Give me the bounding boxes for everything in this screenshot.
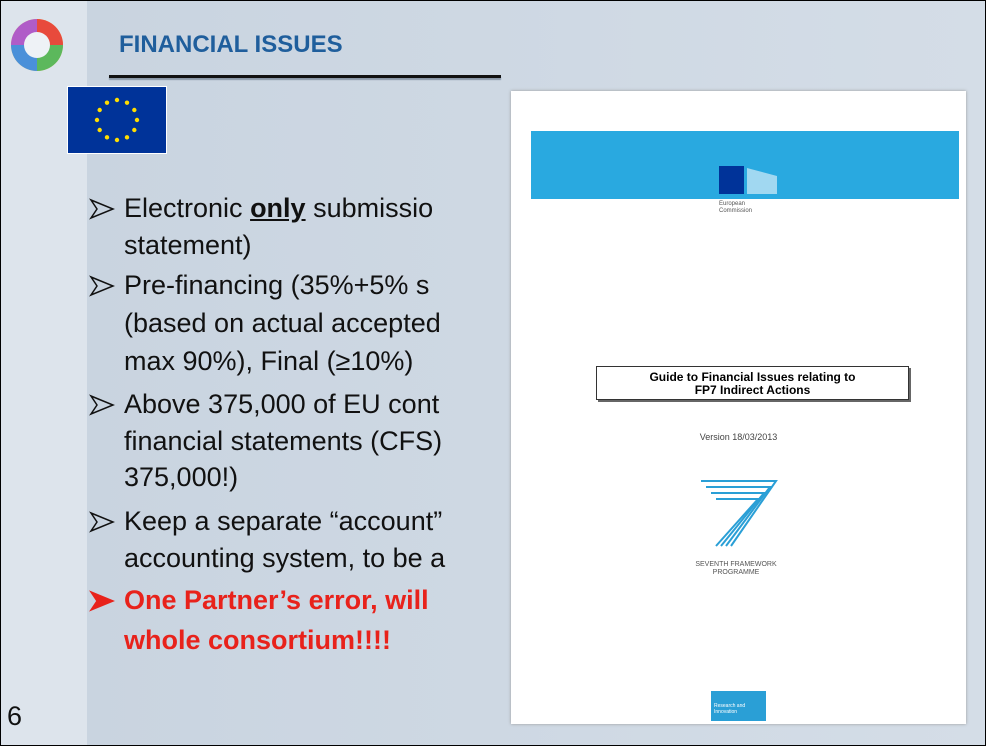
bullet-arrow xyxy=(89,275,115,297)
bullet-line: Above 375,000 of EU cont xyxy=(124,387,439,421)
text-segment: Pre-financing (35%+5% s xyxy=(124,270,430,300)
bullet-line: financial statements (CFS) xyxy=(124,424,442,458)
ec-logo xyxy=(719,166,777,194)
bullet-arrow xyxy=(89,511,115,533)
doc-version: Version 18/03/2013 xyxy=(699,432,778,442)
doc-title: Guide to Financial Issues relating to FP7… xyxy=(596,366,909,400)
bullet-line: accounting system, to be a xyxy=(124,541,445,575)
star xyxy=(124,135,130,140)
text-segment: One Partner’s error, will xyxy=(124,585,429,615)
text-segment: only xyxy=(250,193,306,223)
bullet-line: max 90%), Final (≥10%) xyxy=(124,344,413,378)
star xyxy=(132,127,137,133)
bullet-arrow xyxy=(89,590,115,612)
title-rule xyxy=(109,75,501,78)
star xyxy=(94,117,100,123)
logo xyxy=(11,19,63,71)
ec-name: European Commission xyxy=(719,201,753,214)
page-number: 6 xyxy=(7,701,23,731)
star xyxy=(104,100,110,105)
bullet-line: Electronic only submissio xyxy=(124,191,433,225)
star xyxy=(134,117,140,123)
text-segment: 375,000!) xyxy=(124,462,239,492)
bullet-line: Keep a separate “account” xyxy=(124,504,442,538)
text-segment: max 90%), Final (≥10%) xyxy=(124,346,414,376)
bullet-line: statement) xyxy=(124,228,252,262)
text-segment: whole consortium!!!! xyxy=(124,625,391,655)
text-segment: statement) xyxy=(124,230,252,260)
fp7-logo xyxy=(701,480,778,547)
eu-flag xyxy=(67,86,167,154)
header-band xyxy=(531,131,959,199)
star xyxy=(114,137,120,143)
text-segment: Electronic xyxy=(124,193,251,223)
star xyxy=(114,97,120,103)
bullet-line: whole consortium!!!! xyxy=(124,623,391,657)
text-segment: Above 375,000 of EU cont xyxy=(124,389,440,419)
text-segment: submissio xyxy=(305,193,434,223)
programme: SEVENTH FRAMEWORK PROGRAMME xyxy=(695,561,777,576)
star xyxy=(104,135,110,140)
star xyxy=(132,107,137,113)
text-segment: (based on actual accepted xyxy=(124,308,441,338)
bullet-arrow xyxy=(89,198,115,220)
bullet-line: 375,000!) xyxy=(124,460,238,494)
text-segment: accounting system, to be a xyxy=(124,543,446,573)
bullet-line: Pre-financing (35%+5% s xyxy=(124,268,429,302)
bullet-line: (based on actual accepted xyxy=(124,306,441,340)
document-cover: European Commission Guide to Financial Is… xyxy=(511,91,966,724)
slide-title: FINANCIAL ISSUES xyxy=(119,31,343,58)
text-segment: Keep a separate “account” xyxy=(124,506,443,536)
bullet-line: One Partner’s error, will xyxy=(124,583,429,617)
text-segment: financial statements (CFS) xyxy=(124,426,443,456)
star xyxy=(124,100,130,105)
star xyxy=(97,107,102,113)
doc-footer: Research and Innovation xyxy=(711,691,766,721)
star xyxy=(97,127,102,133)
bullet-arrow xyxy=(89,394,115,416)
